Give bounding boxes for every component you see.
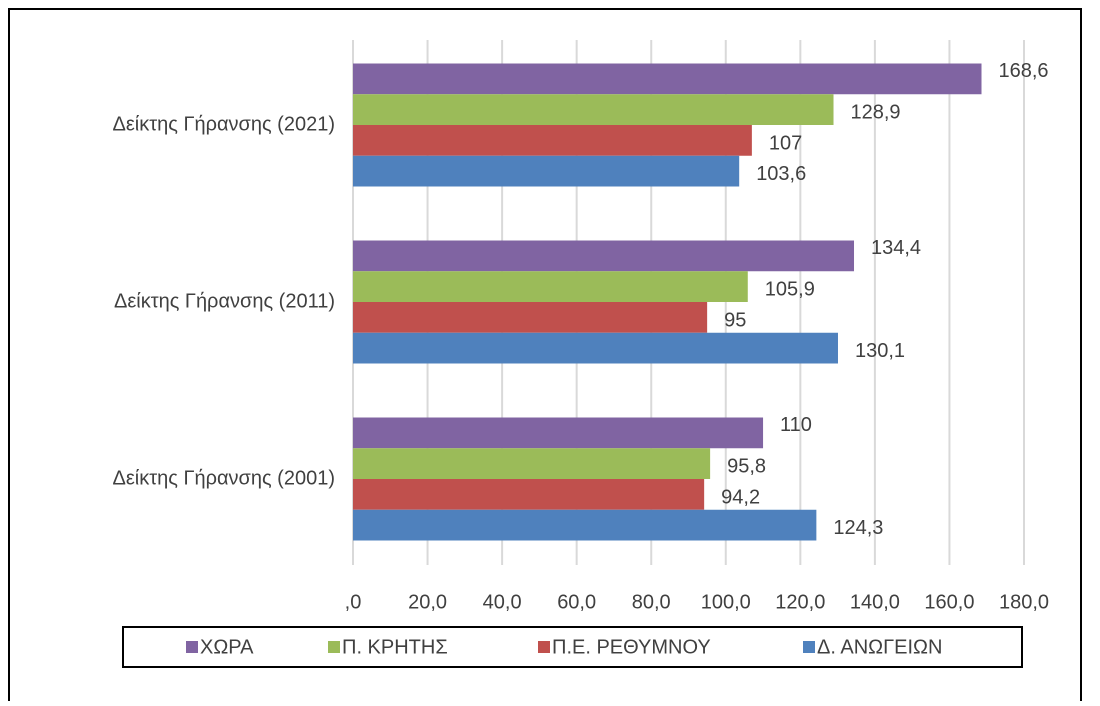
bar [353,271,748,302]
bar [353,63,982,95]
legend-swatch [328,641,340,653]
data-label: 124,3 [833,517,883,539]
bar [353,155,740,187]
x-tick-label: 60,0 [557,591,596,613]
y-tick-label: Δείκτης Γήρανσης (2011) [114,290,335,312]
data-label: 130,1 [855,340,905,362]
data-label: 107 [769,132,802,154]
x-tick-label: 80,0 [632,591,671,613]
data-label: 103,6 [756,163,806,185]
legend-label: ΧΩΡΑ [200,636,254,658]
y-tick-label: Δείκτης Γήρανσης (2001) [113,467,336,489]
data-label: 134,4 [871,237,921,259]
data-label: 128,9 [851,102,901,124]
data-label: 168,6 [999,60,1049,82]
bar [353,509,817,541]
data-label: 110 [780,414,812,436]
x-tick-label: 40,0 [483,591,522,613]
x-tick-label: 160,0 [924,591,974,613]
x-tick-label: 120,0 [775,591,825,613]
x-tick-label: 100,0 [701,591,751,613]
bar [353,302,708,333]
x-tick-label: 20,0 [408,591,447,613]
x-tick-label: 180,0 [999,591,1049,613]
legend-frame [122,626,1023,668]
bar [353,332,838,364]
legend-label: Π.Ε. ΡΕΘΥΜΝΟΥ [552,636,711,658]
data-label: 95 [724,309,746,331]
legend-swatch [803,641,815,653]
legend-label: Δ. ΑΝΩΓΕΙΩΝ [817,636,942,658]
x-tick-label: ,0 [345,591,362,613]
legend-swatch [186,641,198,653]
data-label: 105,9 [765,279,815,301]
legend-label: Π. ΚΡΗΤΗΣ [342,636,448,658]
bar [353,94,834,125]
bar [353,448,711,479]
bar [353,417,764,449]
bar [353,240,855,272]
legend-swatch [538,641,550,653]
data-label: 95,8 [727,456,766,478]
data-label: 94,2 [721,486,760,508]
bar [353,125,752,156]
x-tick-label: 140,0 [850,591,900,613]
bar [353,479,705,510]
y-tick-label: Δείκτης Γήρανσης (2021) [113,113,336,135]
